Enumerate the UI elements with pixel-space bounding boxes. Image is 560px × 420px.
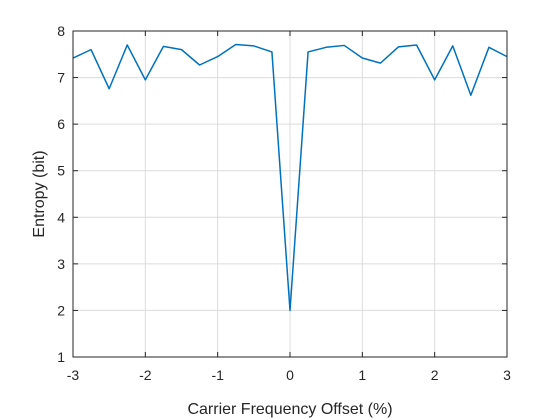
series-line [72,43,508,312]
grid [72,30,508,358]
y-tick-label: 3 [57,256,65,272]
y-tick-label: 7 [57,70,65,86]
x-tick-label: -2 [139,367,152,383]
x-tick-label: -1 [211,367,224,383]
series-layer [72,43,508,312]
y-tick-label: 5 [57,163,65,179]
y-axis-label: Entropy (bit) [31,150,48,237]
ticks: -3 -2 -1 0 1 2 3 1 2 3 4 5 6 7 8 [57,23,511,383]
x-tick-label: 3 [503,367,511,383]
y-tick-label: 1 [57,349,65,365]
x-tick-label: 2 [431,367,439,383]
x-axis-label: Carrier Frequency Offset (%) [187,401,392,418]
y-tick-label: 8 [57,23,65,39]
y-tick-label: 4 [57,209,65,225]
y-tick-label: 6 [57,116,65,132]
x-tick-label: 0 [286,367,294,383]
x-tick-label: -3 [67,367,80,383]
x-tick-label: 1 [358,367,366,383]
y-tick-label: 2 [57,302,65,318]
